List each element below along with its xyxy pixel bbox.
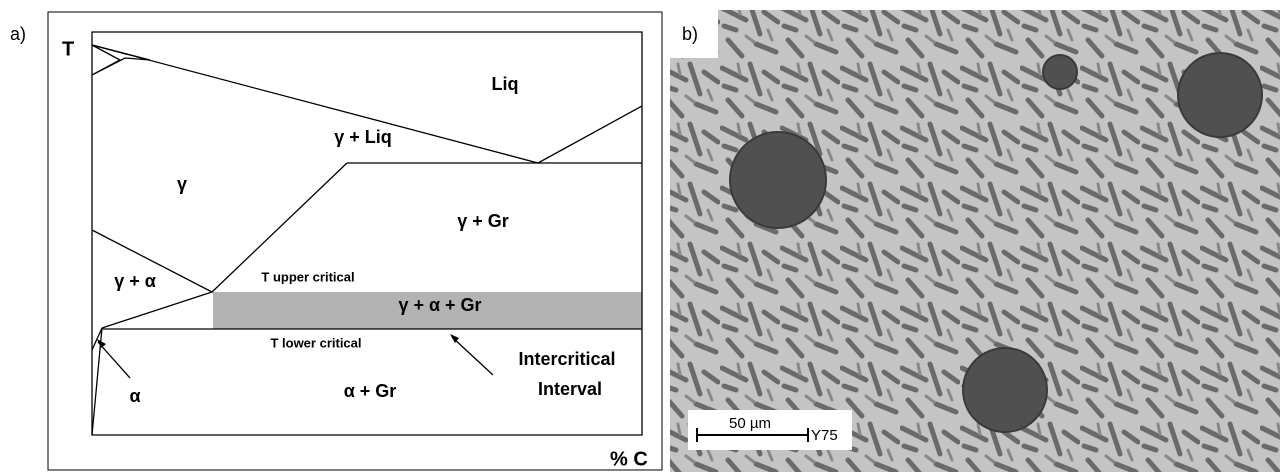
line-label: T upper critical: [261, 269, 354, 284]
arrow-head: [97, 339, 106, 348]
region-label: γ: [177, 174, 187, 194]
axis-label: % C: [610, 448, 648, 470]
panel-label: b): [682, 24, 698, 44]
page: a) T % C Liq γ + Liq γ γ + Gr γ + α γ + …: [0, 0, 1280, 472]
sample-label: Y75: [811, 427, 838, 444]
phase-lines: [92, 32, 642, 435]
region-label: γ + Liq: [334, 127, 392, 147]
axis-label: T: [62, 38, 74, 60]
region-label: Liq: [492, 74, 519, 94]
region-label: γ + Gr: [457, 211, 509, 231]
region-label: α: [129, 386, 140, 406]
region-label: α + Gr: [344, 381, 397, 401]
region-label: γ + α: [114, 271, 156, 291]
scale-label: 50 µm: [729, 415, 771, 432]
figure: a) T % C Liq γ + Liq γ γ + Gr γ + α γ + …: [0, 0, 1280, 472]
region-label: γ + α + Gr: [398, 295, 481, 315]
annotation: Interval: [538, 379, 602, 399]
annotation: Intercritical: [518, 349, 615, 369]
panel-label: a): [10, 24, 26, 44]
line-label: T lower critical: [270, 335, 361, 350]
